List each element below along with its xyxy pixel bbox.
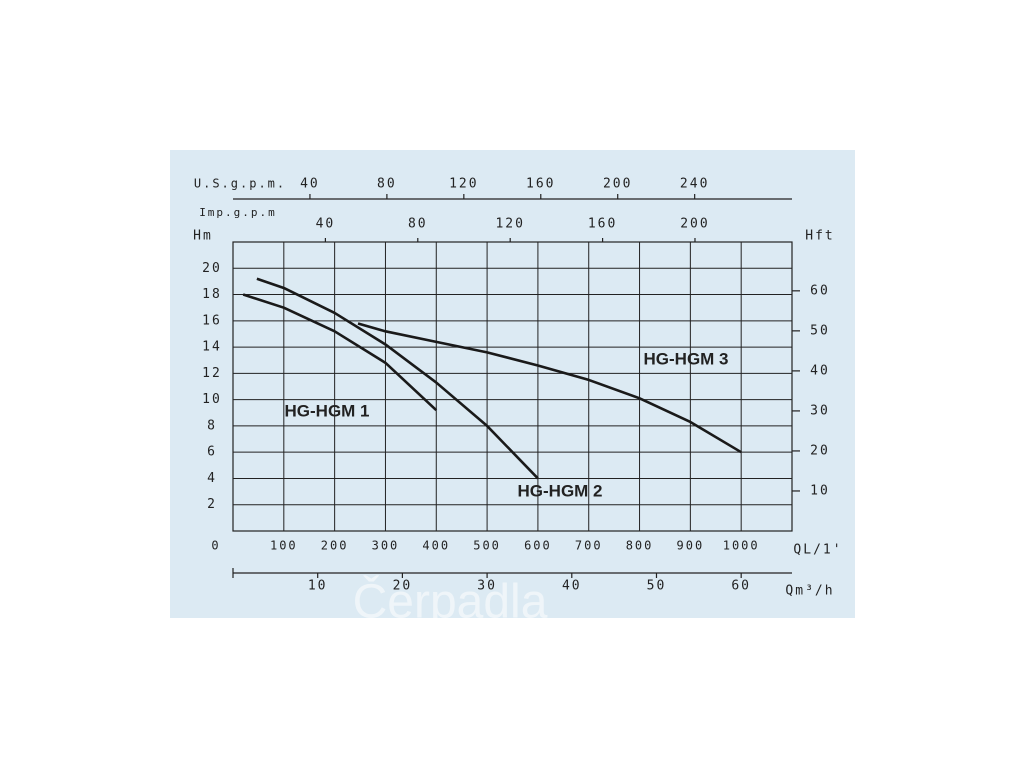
right-tick-label: 30	[810, 403, 830, 418]
right-tick-label: 20	[810, 443, 830, 458]
x-tick-label: 0	[211, 539, 220, 553]
top-tick-label: 120	[495, 217, 524, 232]
x-tick-label: 200	[321, 539, 349, 553]
x-tick-label: 700	[575, 539, 603, 553]
bottom-axis-title: Qm³/h	[785, 584, 834, 599]
watermark: Čerpadla	[353, 575, 548, 629]
top-tick-label: 240	[680, 177, 709, 192]
x-tick-label: 400	[422, 539, 450, 553]
series-label: HG-HGM 2	[518, 481, 603, 500]
pump-curve	[256, 277, 539, 480]
right-tick-label: 60	[810, 283, 830, 298]
bottom-tick-label: 60	[731, 579, 751, 594]
top-tick-label: 160	[526, 177, 555, 192]
bottom-tick-label: 40	[562, 579, 582, 594]
top-axis-title: Imp.g.p.m	[199, 206, 277, 219]
pump-curve	[242, 293, 438, 412]
y-tick-label: 10	[202, 392, 222, 407]
x-tick-label: 500	[473, 539, 501, 553]
pump-curve	[357, 322, 742, 454]
right-axis-title: Hft	[805, 229, 834, 244]
y-tick-label: 16	[202, 313, 222, 328]
x-tick-label: 300	[372, 539, 400, 553]
top-tick-label: 80	[408, 217, 428, 232]
right-tick-label: 50	[810, 323, 830, 338]
x-axis-title: QL/1'	[793, 543, 842, 558]
right-tick-label: 40	[810, 363, 830, 378]
bottom-tick-label: 30	[477, 579, 497, 594]
y-tick-label: 14	[202, 340, 222, 355]
top-axis-title: U.S.g.p.m.	[194, 177, 286, 191]
x-tick-label: 600	[524, 539, 552, 553]
y-tick-label: 20	[202, 261, 222, 276]
x-tick-label: 900	[677, 539, 705, 553]
series-label: HG-HGM 1	[285, 401, 370, 420]
top-tick-label: 200	[680, 217, 709, 232]
top-tick-label: 80	[377, 177, 397, 192]
y-tick-label: 12	[202, 366, 222, 381]
y-axis-title: Hm	[193, 229, 213, 244]
bottom-tick-label: 50	[647, 579, 667, 594]
bottom-tick-label: 20	[393, 579, 413, 594]
series-label: HG-HGM 3	[644, 349, 729, 368]
top-tick-label: 160	[588, 217, 617, 232]
x-tick-label: 100	[270, 539, 298, 553]
y-tick-label: 8	[207, 418, 217, 433]
y-tick-label: 2	[207, 497, 217, 512]
x-tick-label: 800	[626, 539, 654, 553]
y-tick-label: 4	[207, 471, 217, 486]
top-tick-label: 120	[449, 177, 478, 192]
bottom-tick-label: 10	[308, 579, 328, 594]
y-tick-label: 6	[207, 445, 217, 460]
y-tick-label: 18	[202, 287, 222, 302]
top-tick-label: 40	[300, 177, 320, 192]
x-tick-label: 1000	[723, 539, 760, 553]
top-tick-label: 40	[316, 217, 336, 232]
top-tick-label: 200	[603, 177, 632, 192]
right-tick-label: 10	[810, 483, 830, 498]
